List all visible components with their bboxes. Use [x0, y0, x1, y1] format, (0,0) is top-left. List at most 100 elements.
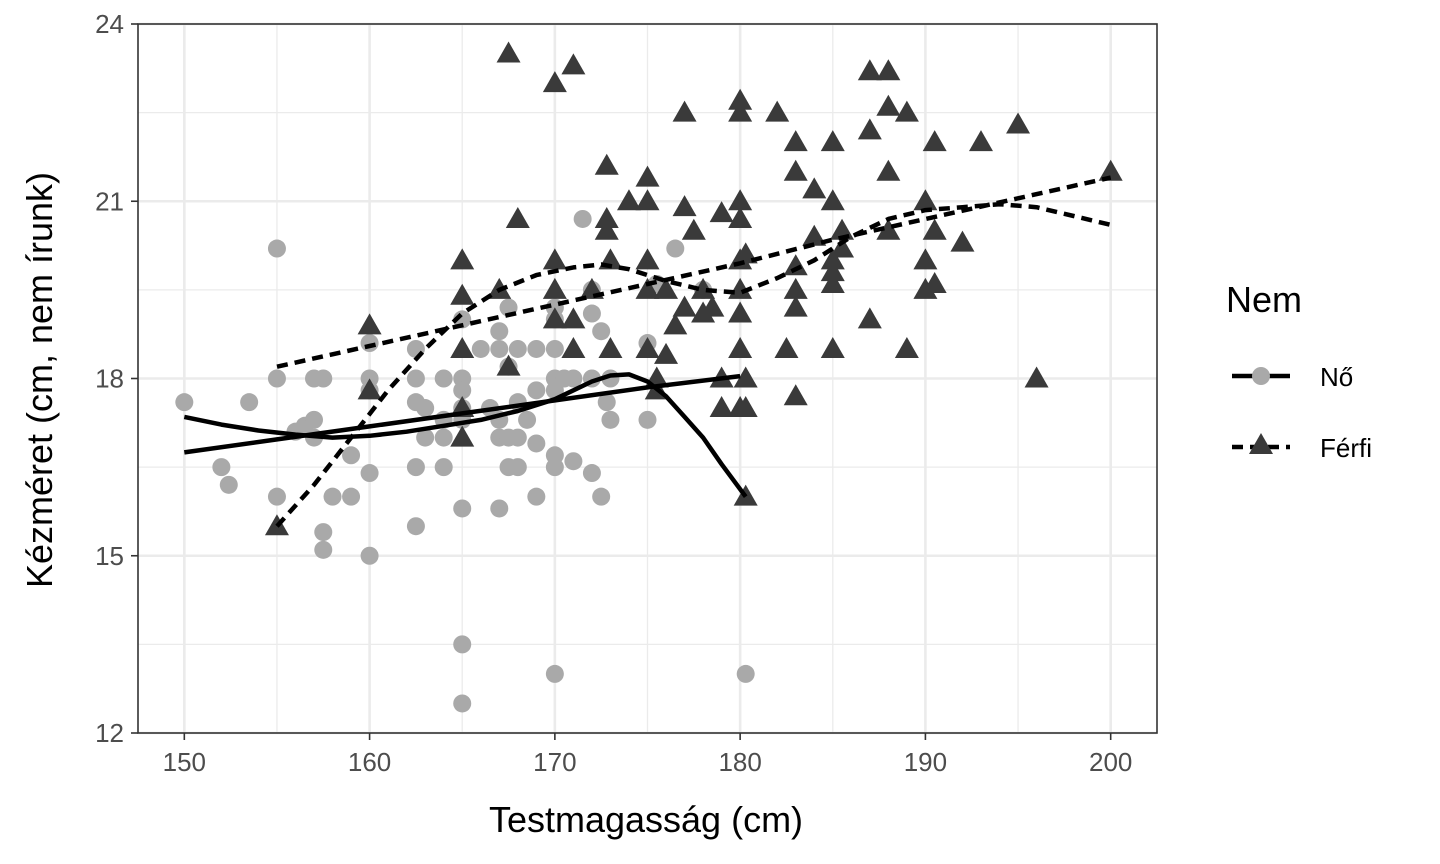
point-ferfi: [616, 189, 641, 211]
legend-label-no: Nő: [1320, 362, 1353, 392]
x-axis-ticks: 150 160 170 180 190 200: [163, 733, 1132, 777]
x-axis-title: Testmagasság (cm): [489, 799, 803, 840]
point-no: [416, 399, 435, 418]
point-ferfi: [913, 248, 938, 270]
point-ferfi: [922, 271, 947, 293]
point-ferfi: [450, 425, 475, 447]
point-no: [471, 339, 490, 358]
point-ferfi: [728, 336, 753, 358]
point-ferfi: [598, 336, 623, 358]
point-ferfi: [876, 94, 901, 116]
point-no: [342, 487, 361, 506]
point-no: [545, 339, 564, 358]
y-tick-label: 24: [95, 9, 124, 39]
point-ferfi: [894, 336, 919, 358]
point-no: [267, 487, 286, 506]
point-ferfi: [802, 224, 827, 246]
point-ferfi: [728, 189, 753, 211]
point-ferfi: [542, 277, 567, 299]
point-ferfi: [820, 271, 845, 293]
point-ferfi: [635, 189, 660, 211]
point-ferfi: [876, 159, 901, 181]
loess-fit-ferfi: [275, 201, 1112, 528]
point-no: [305, 410, 324, 429]
linear-fit-no: [183, 373, 741, 455]
point-no: [518, 410, 537, 429]
point-ferfi: [635, 165, 660, 187]
point-ferfi: [594, 153, 619, 175]
x-tick-label: 200: [1089, 747, 1132, 777]
point-ferfi: [709, 396, 734, 418]
point-ferfi: [594, 206, 619, 228]
point-no: [314, 369, 333, 388]
legend-key-no: [1232, 367, 1290, 385]
point-no: [453, 635, 472, 654]
point-ferfi: [357, 313, 382, 335]
point-ferfi: [765, 100, 790, 122]
point-ferfi: [857, 118, 882, 140]
point-ferfi: [783, 159, 808, 181]
point-no: [360, 546, 379, 565]
point-ferfi: [1006, 112, 1031, 134]
point-ferfi: [672, 295, 697, 317]
point-no: [314, 523, 333, 542]
point-no: [212, 458, 231, 477]
point-ferfi: [733, 396, 758, 418]
point-ferfi: [783, 295, 808, 317]
point-no: [267, 369, 286, 388]
point-ferfi: [820, 260, 845, 282]
x-tick-label: 160: [348, 747, 391, 777]
point-no: [527, 339, 546, 358]
legend: Nem Nő Férfi: [1226, 279, 1372, 463]
point-no: [360, 464, 379, 483]
point-ferfi: [594, 218, 619, 240]
point-ferfi: [663, 313, 688, 335]
point-ferfi: [561, 53, 586, 75]
point-no: [416, 428, 435, 447]
point-no: [453, 381, 472, 400]
point-ferfi: [691, 277, 716, 299]
point-no: [564, 452, 583, 471]
point-ferfi: [542, 248, 567, 270]
point-no: [323, 487, 342, 506]
point-ferfi: [830, 236, 855, 258]
point-ferfi: [820, 189, 845, 211]
point-no: [267, 239, 286, 258]
legend-label-ferfi: Férfi: [1320, 433, 1372, 463]
point-ferfi: [783, 277, 808, 299]
point-no: [597, 393, 616, 412]
point-ferfi: [728, 100, 753, 122]
point-ferfi: [700, 295, 725, 317]
loess-fit-no: [183, 372, 748, 499]
point-ferfi: [709, 201, 734, 223]
point-ferfi: [894, 100, 919, 122]
fit-lines: [183, 175, 1112, 528]
point-no: [582, 464, 601, 483]
point-ferfi: [357, 378, 382, 400]
point-ferfi: [820, 336, 845, 358]
point-no: [736, 664, 755, 683]
point-ferfi: [802, 177, 827, 199]
y-tick-label: 15: [95, 541, 124, 571]
point-ferfi: [728, 206, 753, 228]
point-no: [564, 369, 583, 388]
x-tick-label: 170: [533, 747, 576, 777]
point-no: [360, 334, 379, 353]
point-ferfi: [876, 218, 901, 240]
legend-triangle-marker: [1249, 433, 1273, 454]
point-ferfi: [450, 336, 475, 358]
point-ferfi: [783, 384, 808, 406]
point-no: [434, 458, 453, 477]
point-ferfi: [728, 88, 753, 110]
x-tick-label: 180: [718, 747, 761, 777]
point-no: [490, 339, 509, 358]
point-no: [601, 410, 620, 429]
point-ferfi: [783, 254, 808, 276]
point-ferfi: [820, 130, 845, 152]
point-no: [434, 369, 453, 388]
point-no: [592, 487, 611, 506]
point-ferfi: [635, 277, 660, 299]
point-ferfi: [913, 189, 938, 211]
point-no: [453, 499, 472, 518]
